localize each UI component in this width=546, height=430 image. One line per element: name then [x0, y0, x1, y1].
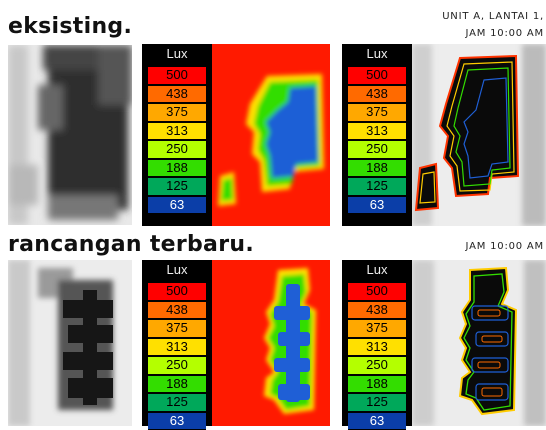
- legend-rows: 500 438 375 313 250 188 125 63: [142, 64, 212, 214]
- legend-row: 438: [348, 301, 406, 320]
- legend-rows: 500 438 375 313 250 188 125 63: [342, 280, 412, 430]
- legend-row: 500: [348, 282, 406, 301]
- section-meta-eksisting: UNIT A, LANTAI 1, JAM 10:00 AM: [442, 8, 544, 42]
- legend-title: Lux: [142, 44, 212, 64]
- legend-row: 375: [348, 319, 406, 338]
- legend-row: 250: [148, 140, 206, 159]
- meta-unit-line: UNIT A, LANTAI 1,: [442, 8, 544, 25]
- legend-row: 188: [148, 159, 206, 178]
- meta-time-line: JAM 10:00 AM: [442, 25, 544, 42]
- legend-row: 438: [348, 85, 406, 104]
- contour-new: [412, 260, 546, 426]
- legend-row: 125: [148, 177, 206, 196]
- legend-rows: 500 438 375 313 250 188 125 63: [342, 64, 412, 214]
- legend-row: 500: [148, 66, 206, 85]
- legend-new-contour: Lux 500 438 375 313 250 188 125 63: [342, 260, 412, 426]
- section-heading-rancangan-terbaru: rancangan terbaru.: [8, 232, 254, 257]
- legend-row: 250: [148, 356, 206, 375]
- legend-row: 250: [348, 356, 406, 375]
- legend-row: 63: [348, 196, 406, 215]
- legend-row: 63: [148, 412, 206, 430]
- legend-row: 313: [148, 338, 206, 357]
- legend-row: 125: [348, 177, 406, 196]
- legend-row: 375: [148, 103, 206, 122]
- legend-title: Lux: [342, 260, 412, 280]
- legend-row: 188: [348, 375, 406, 394]
- legend-row: 438: [148, 301, 206, 320]
- legend-row: 63: [148, 196, 206, 215]
- legend-title: Lux: [342, 44, 412, 64]
- legend-row: 500: [348, 66, 406, 85]
- section-heading-eksisting: eksisting.: [8, 14, 132, 39]
- legend-row: 188: [148, 375, 206, 394]
- legend-rows: 500 438 375 313 250 188 125 63: [142, 280, 212, 430]
- grayscale-render-existing: [8, 45, 132, 225]
- legend-new-heatmap: Lux 500 438 375 313 250 188 125 63: [142, 260, 212, 426]
- legend-existing-contour: Lux 500 438 375 313 250 188 125 63: [342, 44, 412, 226]
- contour-existing: [412, 44, 546, 226]
- legend-row: 313: [148, 122, 206, 141]
- legend-row: 375: [148, 319, 206, 338]
- legend-row: 125: [148, 393, 206, 412]
- legend-row: 63: [348, 412, 406, 430]
- legend-existing-heatmap: Lux 500 438 375 313 250 188 125 63: [142, 44, 212, 226]
- heatmap-existing: [212, 44, 330, 226]
- legend-row: 250: [348, 140, 406, 159]
- heatmap-new: [212, 260, 330, 426]
- grayscale-render-new: [8, 260, 132, 426]
- legend-row: 313: [348, 338, 406, 357]
- legend-row: 375: [348, 103, 406, 122]
- legend-row: 188: [348, 159, 406, 178]
- legend-title: Lux: [142, 260, 212, 280]
- legend-row: 438: [148, 85, 206, 104]
- legend-row: 313: [348, 122, 406, 141]
- legend-row: 125: [348, 393, 406, 412]
- meta-time-line: JAM 10:00 AM: [466, 238, 545, 255]
- section-meta-rancangan-terbaru: JAM 10:00 AM: [466, 238, 545, 255]
- legend-row: 500: [148, 282, 206, 301]
